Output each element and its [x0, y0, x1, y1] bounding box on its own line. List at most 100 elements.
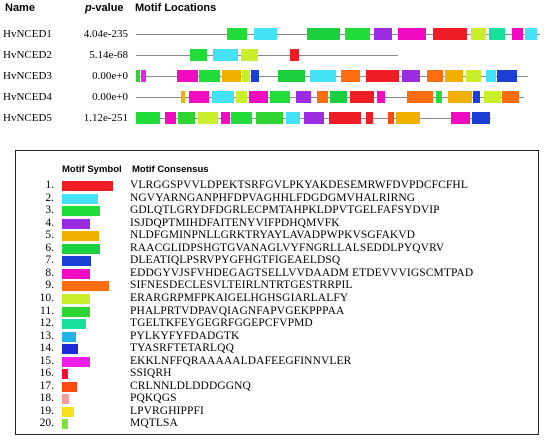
motif-1-block	[350, 91, 374, 103]
motif-consensus: PYLKYFYFDADGTK	[130, 329, 240, 342]
motif-consensus: NGVYARNGANPHFDPVAGHHLFDGDGMVHALRIRNG	[130, 191, 416, 204]
motif-symbol-bar	[62, 394, 69, 405]
motif-10-block	[198, 112, 218, 124]
motif-symbol-bar	[62, 206, 100, 217]
motif-8-block	[221, 112, 230, 124]
motif-number: 18.	[39, 392, 54, 405]
motif-10-block	[484, 91, 501, 103]
motif-symbol-bar	[62, 306, 90, 317]
motif-4-block	[296, 91, 311, 103]
motif-symbol-bar	[62, 319, 86, 330]
motif-consensus: SSIQRH	[130, 367, 172, 380]
motif-number: 17.	[39, 379, 54, 392]
motif-number: 16.	[39, 367, 54, 380]
motif-number: 4.	[45, 216, 54, 229]
motif-11-block	[256, 112, 283, 124]
motif-consensus-header: Motif Consensus	[132, 164, 209, 175]
motif-3-block	[199, 70, 220, 82]
motif-consensus: TYASRFTETARLQQ	[130, 342, 234, 355]
motif-number: 15.	[39, 354, 54, 367]
motif-7-block	[472, 112, 490, 124]
motif-6-block	[278, 70, 305, 82]
motif-number: 19.	[39, 404, 54, 417]
motif-5-block	[181, 91, 185, 103]
motif-1-block	[290, 49, 299, 61]
motif-5-block	[222, 70, 241, 82]
motif-locations-header: Motif Locations	[135, 2, 217, 14]
motif-8-block	[165, 112, 176, 124]
motif-3-block	[136, 112, 160, 124]
motif-consensus: SIFNESDECLESVLTEIRLNTRTGESTRRPIL	[130, 279, 353, 292]
motif-9-block	[427, 70, 443, 82]
gene-name: HvNCED5	[3, 112, 52, 124]
motif-symbol-bar	[62, 381, 77, 392]
motif-8-block	[177, 70, 198, 82]
motif-15-block	[141, 70, 146, 82]
motif-7-block	[251, 70, 259, 82]
motif-8-block	[398, 28, 426, 40]
motif-5-block	[448, 91, 472, 103]
motif-17-block	[388, 112, 394, 124]
motif-number: 11.	[40, 304, 54, 317]
motif-2-block	[212, 91, 234, 103]
motif-number: 20.	[39, 417, 54, 430]
motif-4-block	[402, 70, 420, 82]
motif-9-block	[317, 91, 328, 103]
motif-7-block	[473, 91, 480, 103]
motif-11-block	[136, 70, 140, 82]
gene-name: HvNCED1	[3, 28, 52, 40]
motif-consensus: TGELTKFEYGEGRFGGEPCFVPMD	[130, 317, 313, 330]
motif-number: 1.	[45, 179, 54, 191]
motif-symbol-bar	[62, 181, 113, 191]
motif-1-block	[366, 112, 373, 124]
motif-symbol-bar	[62, 218, 90, 229]
motif-symbol-bar	[62, 419, 68, 430]
gene-pvalue: 0.00e+0	[92, 70, 128, 82]
motif-symbol-bar	[62, 344, 78, 355]
motif-8-block	[377, 91, 385, 103]
motif-number: 6.	[45, 241, 54, 254]
motif-5-block	[396, 112, 420, 124]
motif-6-block	[307, 28, 340, 40]
motif-8-block	[249, 91, 268, 103]
motif-1-block	[366, 70, 399, 82]
motif-10-block	[471, 28, 486, 40]
motif-8-block	[451, 112, 470, 124]
gene-pvalue: 4.04e-235	[83, 28, 128, 40]
motif-3-block	[227, 28, 247, 40]
motif-3-block	[436, 91, 442, 103]
motif-consensus: DLEATIQLPSRVPYGFHGTFIGEAELDSQ	[130, 254, 341, 267]
motif-number: 5.	[45, 229, 54, 242]
motif-11-block	[178, 112, 195, 124]
pvalue-header-rest: -value	[91, 2, 124, 14]
motif-3-block	[345, 28, 370, 40]
motif-number: 12.	[39, 317, 54, 330]
motif-9-block	[502, 91, 519, 103]
motif-symbol-bar	[62, 256, 91, 267]
motif-2-block	[486, 70, 496, 82]
motif-number: 14.	[39, 342, 54, 355]
motif-2-block	[310, 70, 336, 82]
motif-3-block	[270, 91, 290, 103]
motif-4-block	[374, 28, 392, 40]
motif-6-block	[330, 91, 347, 103]
gene-pvalue: 0.00e+0	[92, 91, 128, 103]
motif-symbol-bar	[62, 331, 76, 342]
motif-symbol-bar	[62, 406, 74, 417]
motif-number: 2.	[45, 191, 54, 204]
motif-consensus: MQTLSA	[130, 417, 178, 430]
motif-4-block	[304, 112, 324, 124]
motif-2-block	[525, 28, 537, 40]
motif-1-block	[329, 112, 361, 124]
motif-symbol-bar	[62, 268, 90, 279]
motif-symbol-bar	[62, 231, 99, 242]
gene-name: HvNCED3	[3, 70, 52, 82]
motif-3-block	[231, 112, 252, 124]
motif-10-block	[242, 70, 250, 82]
motif-10-block	[241, 49, 258, 61]
motif-10-block	[466, 70, 481, 82]
motif-number: 9.	[45, 279, 54, 292]
gene-name: HvNCED2	[3, 49, 52, 61]
motif-consensus: GDLQTLGRYDFDGRLECPMTAHPKLDPVTGELFAFSYDVI…	[130, 204, 440, 217]
